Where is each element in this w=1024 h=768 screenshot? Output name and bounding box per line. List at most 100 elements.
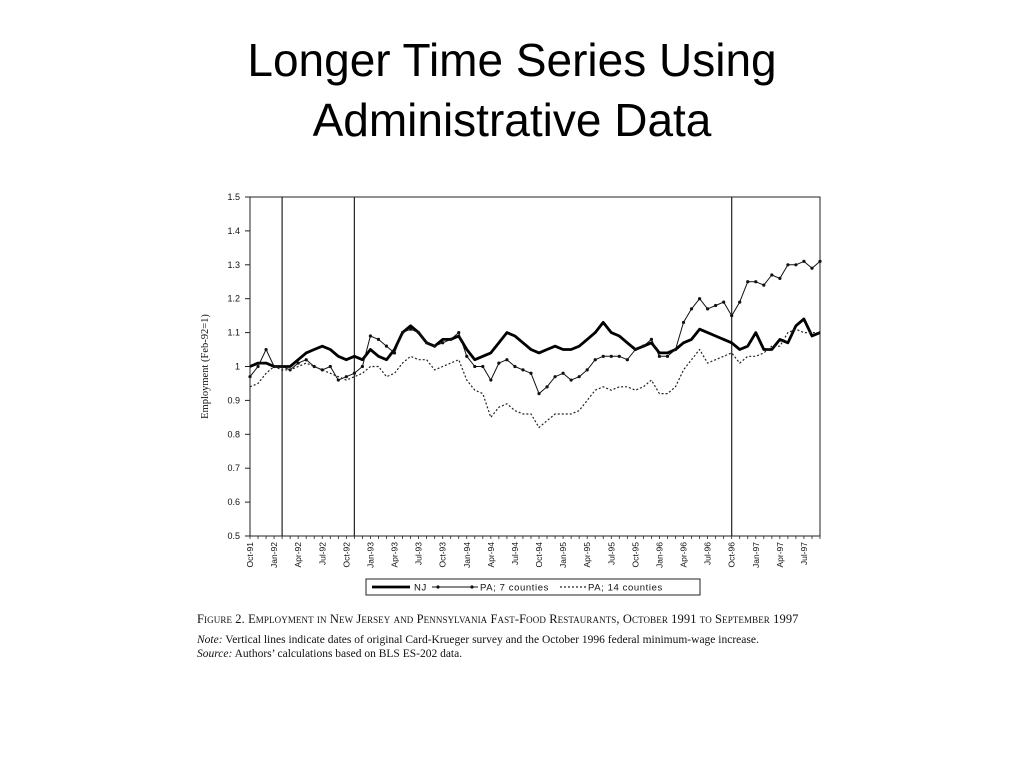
series-point-pa-7-counties bbox=[529, 371, 533, 375]
x-tick-label: Apr-95 bbox=[582, 542, 592, 568]
series-point-pa-7-counties bbox=[738, 300, 742, 304]
series-point-pa-7-counties bbox=[545, 385, 549, 389]
series-point-pa-7-counties bbox=[697, 297, 702, 301]
x-tick-label: Jan-96 bbox=[654, 542, 664, 568]
legend-label-nj: NJ bbox=[414, 583, 427, 594]
chart-series bbox=[248, 259, 822, 429]
x-tick-label: Jan-95 bbox=[558, 542, 568, 568]
x-tick-label: Oct-92 bbox=[341, 542, 351, 568]
series-point-pa-7-counties bbox=[810, 266, 814, 270]
employment-chart: 0.5 0.6 0.7 0.8 0.9 1 1.1 1.2 1.3 1.4 1.5 Employmen… bbox=[200, 192, 822, 596]
series-point-pa-7-counties bbox=[264, 347, 268, 352]
series-point-pa-7-counties bbox=[673, 347, 678, 352]
x-tick-label: Jul-94 bbox=[510, 542, 520, 565]
x-tick-label: Apr-93 bbox=[390, 542, 400, 568]
y-tick-label: 0.5 bbox=[227, 531, 240, 541]
series-point-pa-7-counties bbox=[256, 364, 260, 369]
source-label: Source: bbox=[197, 648, 233, 660]
series-point-pa-7-counties bbox=[633, 347, 637, 352]
series-point-pa-7-counties bbox=[433, 344, 437, 348]
chart-legend: NJ PA; 7 counties PA; 14 counties bbox=[365, 578, 701, 596]
series-point-pa-7-counties bbox=[585, 368, 589, 372]
y-axis-title: Employment (Feb-92=1) bbox=[200, 314, 211, 419]
note-label: Note: bbox=[197, 634, 223, 646]
series-point-pa-7-counties bbox=[376, 337, 381, 341]
x-tick-label: Apr-97 bbox=[775, 542, 785, 568]
series-point-pa-7-counties bbox=[762, 283, 766, 287]
series-point-pa-7-counties bbox=[441, 341, 445, 345]
series-point-pa-7-counties bbox=[625, 358, 629, 362]
series-point-pa-7-counties bbox=[665, 354, 670, 358]
series-point-pa-7-counties bbox=[513, 364, 517, 369]
series-point-pa-7-counties bbox=[689, 307, 694, 311]
series-point-pa-7-counties bbox=[754, 280, 758, 284]
series-point-pa-7-counties bbox=[425, 341, 429, 345]
chart-axes: 0.5 0.6 0.7 0.8 0.9 1 1.1 1.2 1.3 1.4 1.5 Employmen… bbox=[200, 192, 821, 568]
series-point-pa-7-counties bbox=[489, 378, 493, 382]
series-point-pa-7-counties bbox=[786, 263, 790, 267]
y-tick-label: 1 bbox=[235, 362, 240, 372]
series-point-pa-7-counties bbox=[304, 358, 308, 362]
y-tick-label: 1.4 bbox=[227, 226, 240, 236]
series-point-pa-7-counties bbox=[416, 331, 421, 335]
series-point-pa-7-counties bbox=[392, 351, 397, 355]
series-point-pa-7-counties bbox=[521, 368, 525, 372]
reference-lines bbox=[281, 197, 733, 536]
figure-note: Note: Vertical lines indicate dates of o… bbox=[197, 633, 837, 647]
x-tick-label: Jul-97 bbox=[799, 542, 809, 565]
slide-title-line-1: Longer Time Series Using bbox=[247, 34, 777, 86]
x-tick-label: Jul-95 bbox=[606, 542, 616, 565]
legend-label-pa-7-counties: PA; 7 counties bbox=[480, 583, 549, 594]
plot-frame bbox=[249, 196, 821, 537]
series-point-pa-7-counties bbox=[400, 331, 405, 335]
y-tick-label: 1.2 bbox=[227, 294, 240, 304]
x-tick-label: Oct-93 bbox=[438, 542, 448, 568]
x-tick-label: Jan-93 bbox=[365, 542, 375, 568]
series-point-pa-7-counties bbox=[497, 361, 501, 365]
x-tick-label: Oct-91 bbox=[245, 542, 255, 568]
series-point-pa-7-counties bbox=[778, 276, 782, 280]
x-tick-label: Oct-95 bbox=[630, 542, 640, 568]
series-point-pa-7-counties bbox=[336, 378, 340, 382]
series-point-pa-7-counties bbox=[770, 273, 774, 277]
series-point-pa-7-counties bbox=[328, 364, 332, 369]
legend-box bbox=[365, 578, 701, 596]
series-point-pa-7-counties bbox=[641, 344, 645, 348]
series-point-pa-7-counties bbox=[601, 354, 605, 358]
x-tick-label: Jul-96 bbox=[703, 542, 713, 565]
series-point-pa-7-counties bbox=[794, 263, 798, 267]
series-point-pa-7-counties bbox=[360, 364, 364, 369]
x-tick-label: Apr-94 bbox=[486, 542, 496, 568]
series-point-pa-7-counties bbox=[706, 307, 710, 311]
series-point-pa-7-counties bbox=[577, 375, 581, 379]
series-point-pa-7-counties bbox=[449, 337, 453, 341]
series-point-pa-7-counties bbox=[681, 320, 686, 325]
series-point-pa-7-counties bbox=[344, 375, 348, 379]
slide-title: Longer Time Series Using Administrative … bbox=[0, 30, 1024, 150]
x-tick-label: Oct-96 bbox=[727, 542, 737, 568]
legend-label-pa-14-counties: PA; 14 counties bbox=[588, 583, 663, 594]
slide-title-line-2: Administrative Data bbox=[312, 94, 712, 146]
x-tick-label: Jan-92 bbox=[269, 542, 279, 568]
series-point-pa-7-counties bbox=[561, 371, 565, 375]
series-point-pa-7-counties bbox=[280, 364, 284, 369]
y-tick-label: 0.8 bbox=[227, 429, 240, 439]
x-tick-label: Oct-94 bbox=[534, 542, 544, 568]
y-tick-label: 0.9 bbox=[227, 395, 240, 405]
x-tick-label: Jan-94 bbox=[462, 542, 472, 568]
note-text: Vertical lines indicate dates of origina… bbox=[225, 634, 759, 646]
x-tick-label: Apr-92 bbox=[293, 542, 303, 568]
source-text: Authors’ calculations based on BLS ES-20… bbox=[234, 648, 463, 660]
series-point-pa-7-counties bbox=[481, 364, 485, 369]
x-tick-label: Jul-92 bbox=[317, 542, 327, 565]
figure-source: Source: Authors’ calculations based on B… bbox=[197, 647, 837, 661]
series-point-pa-7-counties bbox=[593, 358, 597, 362]
y-tick-label: 0.6 bbox=[227, 497, 240, 507]
series-point-pa-7-counties bbox=[802, 259, 806, 264]
series-point-pa-7-counties bbox=[569, 378, 573, 382]
series-point-pa-7-counties bbox=[746, 280, 750, 284]
series-line-pa-14-counties bbox=[249, 328, 820, 429]
series-point-pa-7-counties bbox=[609, 354, 613, 358]
series-point-pa-7-counties bbox=[730, 314, 734, 318]
y-tick-label: 1.3 bbox=[227, 260, 240, 270]
